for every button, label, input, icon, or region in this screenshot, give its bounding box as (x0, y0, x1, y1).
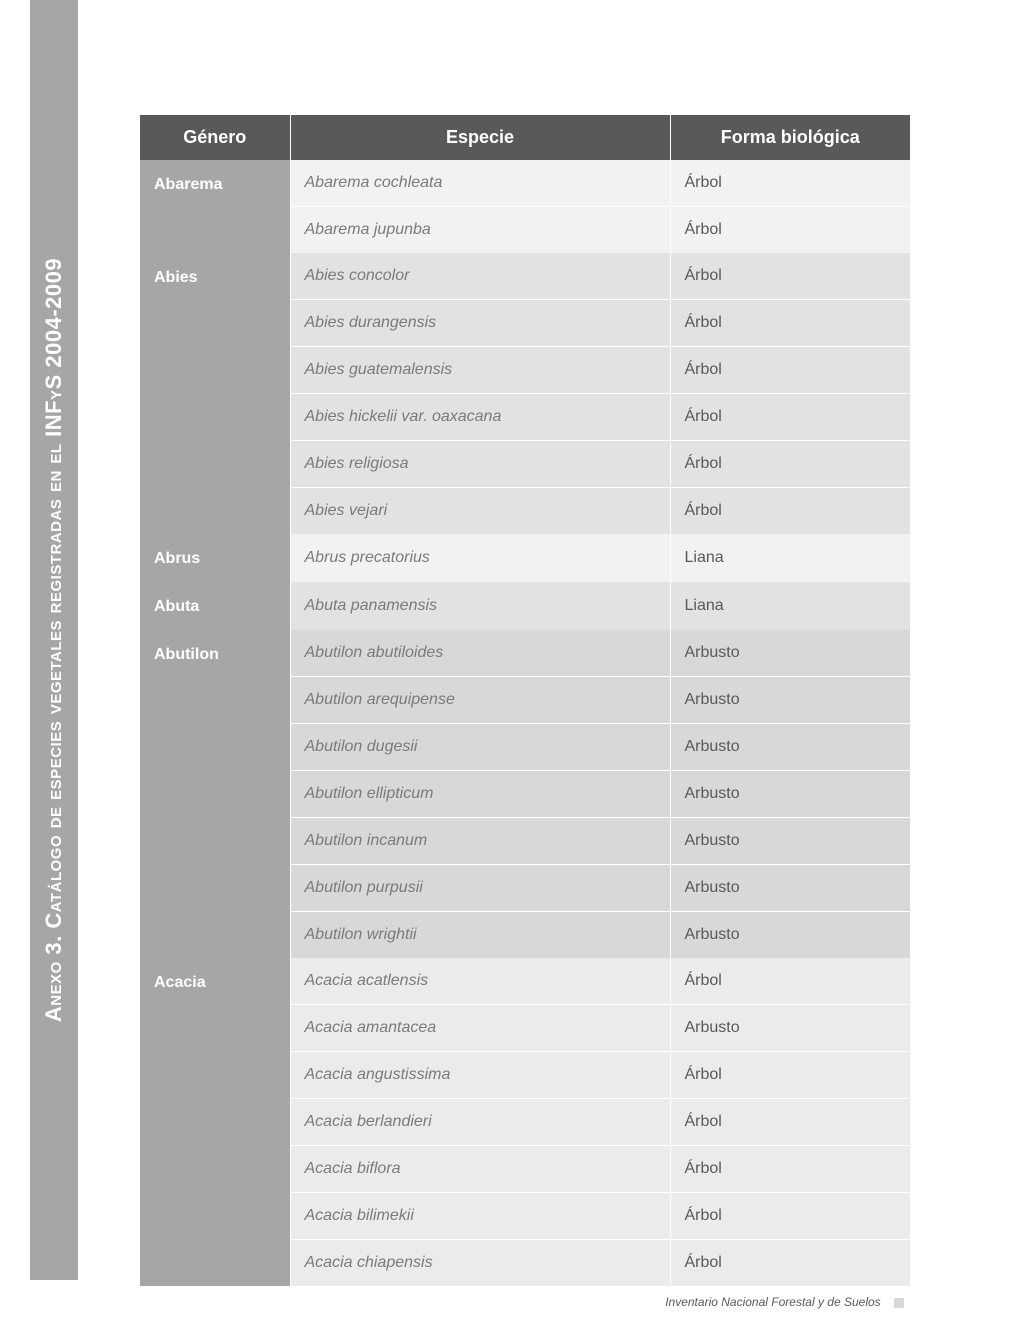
forma-cell: Arbusto (670, 724, 910, 771)
forma-cell: Liana (670, 582, 910, 630)
forma-cell: Árbol (670, 441, 910, 488)
especie-cell: Acacia angustissima (290, 1052, 670, 1099)
forma-cell: Árbol (670, 300, 910, 347)
forma-cell: Liana (670, 534, 910, 582)
forma-cell: Arbusto (670, 865, 910, 912)
genero-cell: Abutilon (140, 630, 290, 958)
especie-cell: Abies religiosa (290, 441, 670, 488)
species-table: Género Especie Forma biológica AbaremaAb… (140, 115, 910, 1286)
especie-cell: Acacia berlandieri (290, 1099, 670, 1146)
table-row: AbrusAbrus precatoriusLiana (140, 534, 910, 582)
especie-cell: Abuta panamensis (290, 582, 670, 630)
forma-cell: Arbusto (670, 677, 910, 724)
genero-cell: Abarema (140, 160, 290, 253)
table-row: AcaciaAcacia acatlensisÁrbol (140, 958, 910, 1005)
forma-cell: Árbol (670, 394, 910, 441)
genero-cell: Abrus (140, 534, 290, 582)
side-tab: Anexo 3. Catálogo de especies vegetales … (30, 0, 78, 1280)
especie-cell: Acacia acatlensis (290, 958, 670, 1005)
especie-cell: Abutilon wrightii (290, 912, 670, 959)
forma-cell: Árbol (670, 488, 910, 535)
especie-cell: Acacia chiapensis (290, 1240, 670, 1287)
forma-cell: Árbol (670, 1240, 910, 1287)
genero-cell: Abies (140, 253, 290, 534)
header-forma: Forma biológica (670, 115, 910, 160)
especie-cell: Abutilon arequipense (290, 677, 670, 724)
header-especie: Especie (290, 115, 670, 160)
forma-cell: Arbusto (670, 1005, 910, 1052)
page-footer: Inventario Nacional Forestal y de Suelos (140, 1295, 910, 1309)
forma-cell: Árbol (670, 253, 910, 300)
forma-cell: Arbusto (670, 912, 910, 959)
footer-marker (894, 1298, 904, 1308)
especie-cell: Acacia amantacea (290, 1005, 670, 1052)
especie-cell: Abies vejari (290, 488, 670, 535)
especie-cell: Abies concolor (290, 253, 670, 300)
forma-cell: Árbol (670, 1099, 910, 1146)
especie-cell: Abutilon incanum (290, 818, 670, 865)
especie-cell: Abutilon ellipticum (290, 771, 670, 818)
forma-cell: Árbol (670, 958, 910, 1005)
forma-cell: Arbusto (670, 630, 910, 677)
forma-cell: Árbol (670, 1146, 910, 1193)
especie-cell: Abarema jupunba (290, 207, 670, 254)
genero-cell: Acacia (140, 958, 290, 1286)
especie-cell: Abies hickelii var. oaxacana (290, 394, 670, 441)
forma-cell: Árbol (670, 160, 910, 207)
especie-cell: Acacia bilimekii (290, 1193, 670, 1240)
table-row: AbiesAbies concolorÁrbol (140, 253, 910, 300)
forma-cell: Árbol (670, 207, 910, 254)
forma-cell: Arbusto (670, 818, 910, 865)
species-table-container: Género Especie Forma biológica AbaremaAb… (140, 115, 910, 1286)
especie-cell: Acacia biflora (290, 1146, 670, 1193)
especie-cell: Abutilon dugesii (290, 724, 670, 771)
header-genero: Género (140, 115, 290, 160)
table-header-row: Género Especie Forma biológica (140, 115, 910, 160)
side-tab-title: Anexo 3. Catálogo de especies vegetales … (41, 258, 67, 1022)
footer-text: Inventario Nacional Forestal y de Suelos (665, 1295, 880, 1309)
especie-cell: Abrus precatorius (290, 534, 670, 582)
genero-cell: Abuta (140, 582, 290, 630)
especie-cell: Abutilon abutiloides (290, 630, 670, 677)
table-row: AbaremaAbarema cochleataÁrbol (140, 160, 910, 207)
especie-cell: Abies guatemalensis (290, 347, 670, 394)
forma-cell: Arbusto (670, 771, 910, 818)
forma-cell: Árbol (670, 1193, 910, 1240)
forma-cell: Árbol (670, 1052, 910, 1099)
especie-cell: Abutilon purpusii (290, 865, 670, 912)
table-row: AbutaAbuta panamensisLiana (140, 582, 910, 630)
forma-cell: Árbol (670, 347, 910, 394)
especie-cell: Abies durangensis (290, 300, 670, 347)
especie-cell: Abarema cochleata (290, 160, 670, 207)
table-row: AbutilonAbutilon abutiloidesArbusto (140, 630, 910, 677)
